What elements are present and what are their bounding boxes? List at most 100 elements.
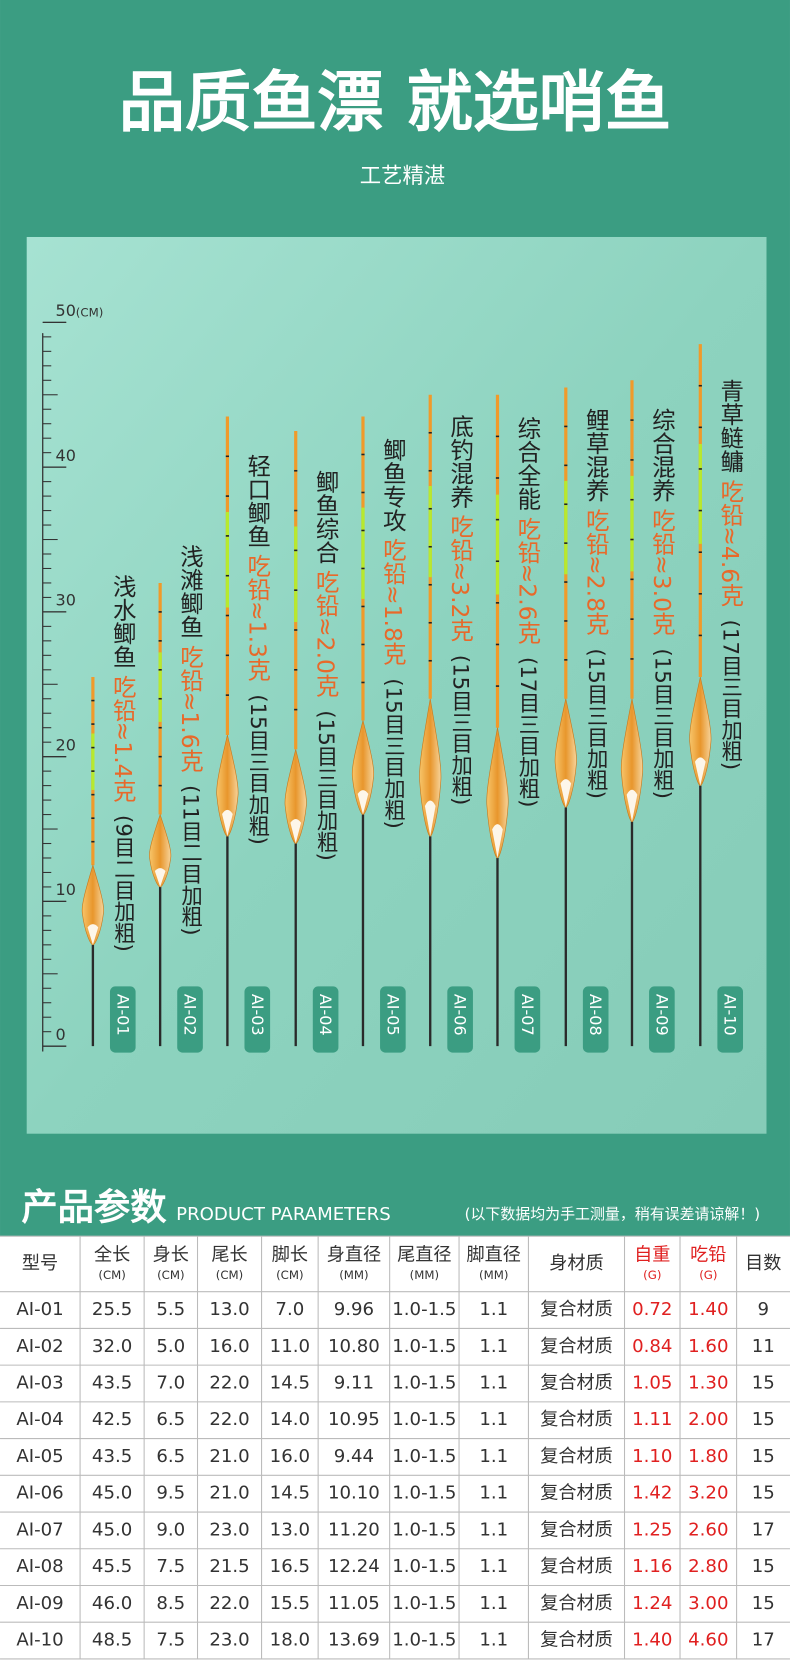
table-cell: 复合材质 <box>540 1556 613 1577</box>
table-cell: 10.10 <box>328 1483 380 1504</box>
float-badge <box>244 986 271 1053</box>
ruler-unit: (CM) <box>76 305 103 319</box>
table-cell: 14.5 <box>270 1373 310 1394</box>
column-header: 身长 <box>153 1244 189 1265</box>
table-cell: 1.1 <box>479 1446 508 1467</box>
float-id: AI-09 <box>652 994 671 1036</box>
float-body-tip <box>222 809 233 837</box>
table-cell: 1.0-1.5 <box>392 1556 456 1577</box>
table-cell: 1.60 <box>688 1336 728 1357</box>
float-id: AI-10 <box>721 994 740 1036</box>
float-body <box>351 720 375 815</box>
table-cell: AI-03 <box>16 1373 63 1394</box>
column-unit: (MM) <box>339 1268 368 1282</box>
ruler-label: 50 <box>56 301 76 320</box>
column-header: 脚直径 <box>467 1244 521 1265</box>
float-body-tip <box>626 789 638 822</box>
float-lead: 吃铅≈1.8克 <box>379 538 407 666</box>
float-id: AI-07 <box>518 994 537 1036</box>
table-cell: 9.44 <box>334 1446 374 1467</box>
table-cell: 1.0-1.5 <box>392 1446 456 1467</box>
table-cell: 7.5 <box>156 1630 185 1651</box>
table-cell: 1.0-1.5 <box>392 1593 456 1614</box>
params-title: 产品参数 <box>21 1185 167 1228</box>
table-cell: 1.0-1.5 <box>392 1336 456 1357</box>
chart-panel <box>26 236 767 1134</box>
ruler-label: 10 <box>56 880 76 899</box>
table-cell: 7.5 <box>156 1556 185 1577</box>
float-name: 浅水鲫鱼 <box>109 574 137 668</box>
table-cell: AI-06 <box>16 1483 63 1504</box>
float-body-tip <box>424 800 436 837</box>
table-cell: 1.1 <box>479 1299 508 1320</box>
column-header: 尾直径 <box>397 1244 451 1265</box>
table-cell: 15 <box>752 1556 775 1577</box>
table-cell: 1.11 <box>632 1409 672 1430</box>
float-body-tip <box>694 757 706 786</box>
float-badge <box>514 986 541 1053</box>
table-cell: 3.20 <box>688 1483 728 1504</box>
table-cell: 1.1 <box>479 1519 508 1540</box>
table-cell: 1.80 <box>688 1446 728 1467</box>
table-cell: 45.0 <box>92 1483 132 1504</box>
table-cell: 18.0 <box>270 1630 310 1651</box>
float-name: 综合混养 <box>648 407 676 501</box>
table-cell: 1.10 <box>632 1446 672 1467</box>
float-body-tip <box>154 868 166 887</box>
table-cell: 15 <box>752 1446 775 1467</box>
table-cell: 5.5 <box>156 1299 185 1320</box>
table-cell: 17 <box>752 1630 775 1651</box>
table-cell: 复合材质 <box>540 1519 613 1540</box>
table-cell: 1.0-1.5 <box>392 1519 456 1540</box>
table-cell: 复合材质 <box>540 1630 613 1651</box>
table-cell: 10.95 <box>328 1409 380 1430</box>
column-header: 目数 <box>745 1253 781 1274</box>
table-cell: 22.0 <box>209 1373 249 1394</box>
float-id: AI-01 <box>113 994 132 1036</box>
float-mesh: (15目三目加粗) <box>380 678 405 829</box>
table-cell: 16.0 <box>270 1446 310 1467</box>
table-cell: 1.1 <box>479 1483 508 1504</box>
table-cell: 5.0 <box>156 1336 185 1357</box>
ruler-label: 30 <box>56 591 76 610</box>
column-unit: (G) <box>699 1268 717 1282</box>
table-cell: 9.96 <box>334 1299 374 1320</box>
table-cell: 1.0-1.5 <box>392 1630 456 1651</box>
column-unit: (CM) <box>216 1268 243 1282</box>
float-badge <box>447 986 473 1053</box>
table-cell: 15 <box>752 1409 775 1430</box>
float-lead: 吃铅≈1.4克 <box>109 674 137 802</box>
float-name: 鲫鱼综合 <box>312 469 340 563</box>
table-cell: 1.16 <box>632 1556 672 1577</box>
column-header: 全长 <box>94 1244 130 1265</box>
float-lead: 吃铅≈3.0克 <box>648 508 676 636</box>
table-cell: 6.5 <box>156 1409 185 1430</box>
table-cell: 1.0-1.5 <box>392 1409 456 1430</box>
float-name: 轻口鲫鱼 <box>243 453 271 547</box>
table-cell: 1.0-1.5 <box>392 1483 456 1504</box>
float-id: AI-04 <box>316 994 335 1036</box>
table-cell: AI-02 <box>16 1336 63 1357</box>
table-cell: 21.0 <box>209 1483 249 1504</box>
float-body-tip <box>492 824 503 858</box>
float-name: 青草鲢鳙 <box>716 379 744 473</box>
float-badge <box>649 986 675 1053</box>
float-lead: 吃铅≈3.2克 <box>446 514 474 642</box>
table-cell: 32.0 <box>92 1336 132 1357</box>
table-cell: AI-10 <box>16 1630 63 1651</box>
table-cell: 2.00 <box>688 1409 728 1430</box>
table-cell: AI-08 <box>16 1556 63 1577</box>
table-cell: 43.5 <box>92 1373 132 1394</box>
table-cell: 复合材质 <box>540 1409 613 1430</box>
table-cell: 1.30 <box>688 1373 728 1394</box>
float-mesh: (15目三目加粗) <box>649 648 674 799</box>
table-cell: 1.24 <box>632 1593 672 1614</box>
table-cell: 14.0 <box>270 1409 310 1430</box>
float-mesh: (15目三目加粗) <box>583 648 608 799</box>
float-mesh: (11目二目加粗) <box>178 785 203 936</box>
table-cell: 11 <box>752 1336 775 1357</box>
table-cell: 22.0 <box>209 1593 249 1614</box>
ruler-label: 20 <box>56 735 76 754</box>
float-mesh: (17目三目加粗) <box>718 620 743 771</box>
ruler-label: 0 <box>56 1025 66 1044</box>
